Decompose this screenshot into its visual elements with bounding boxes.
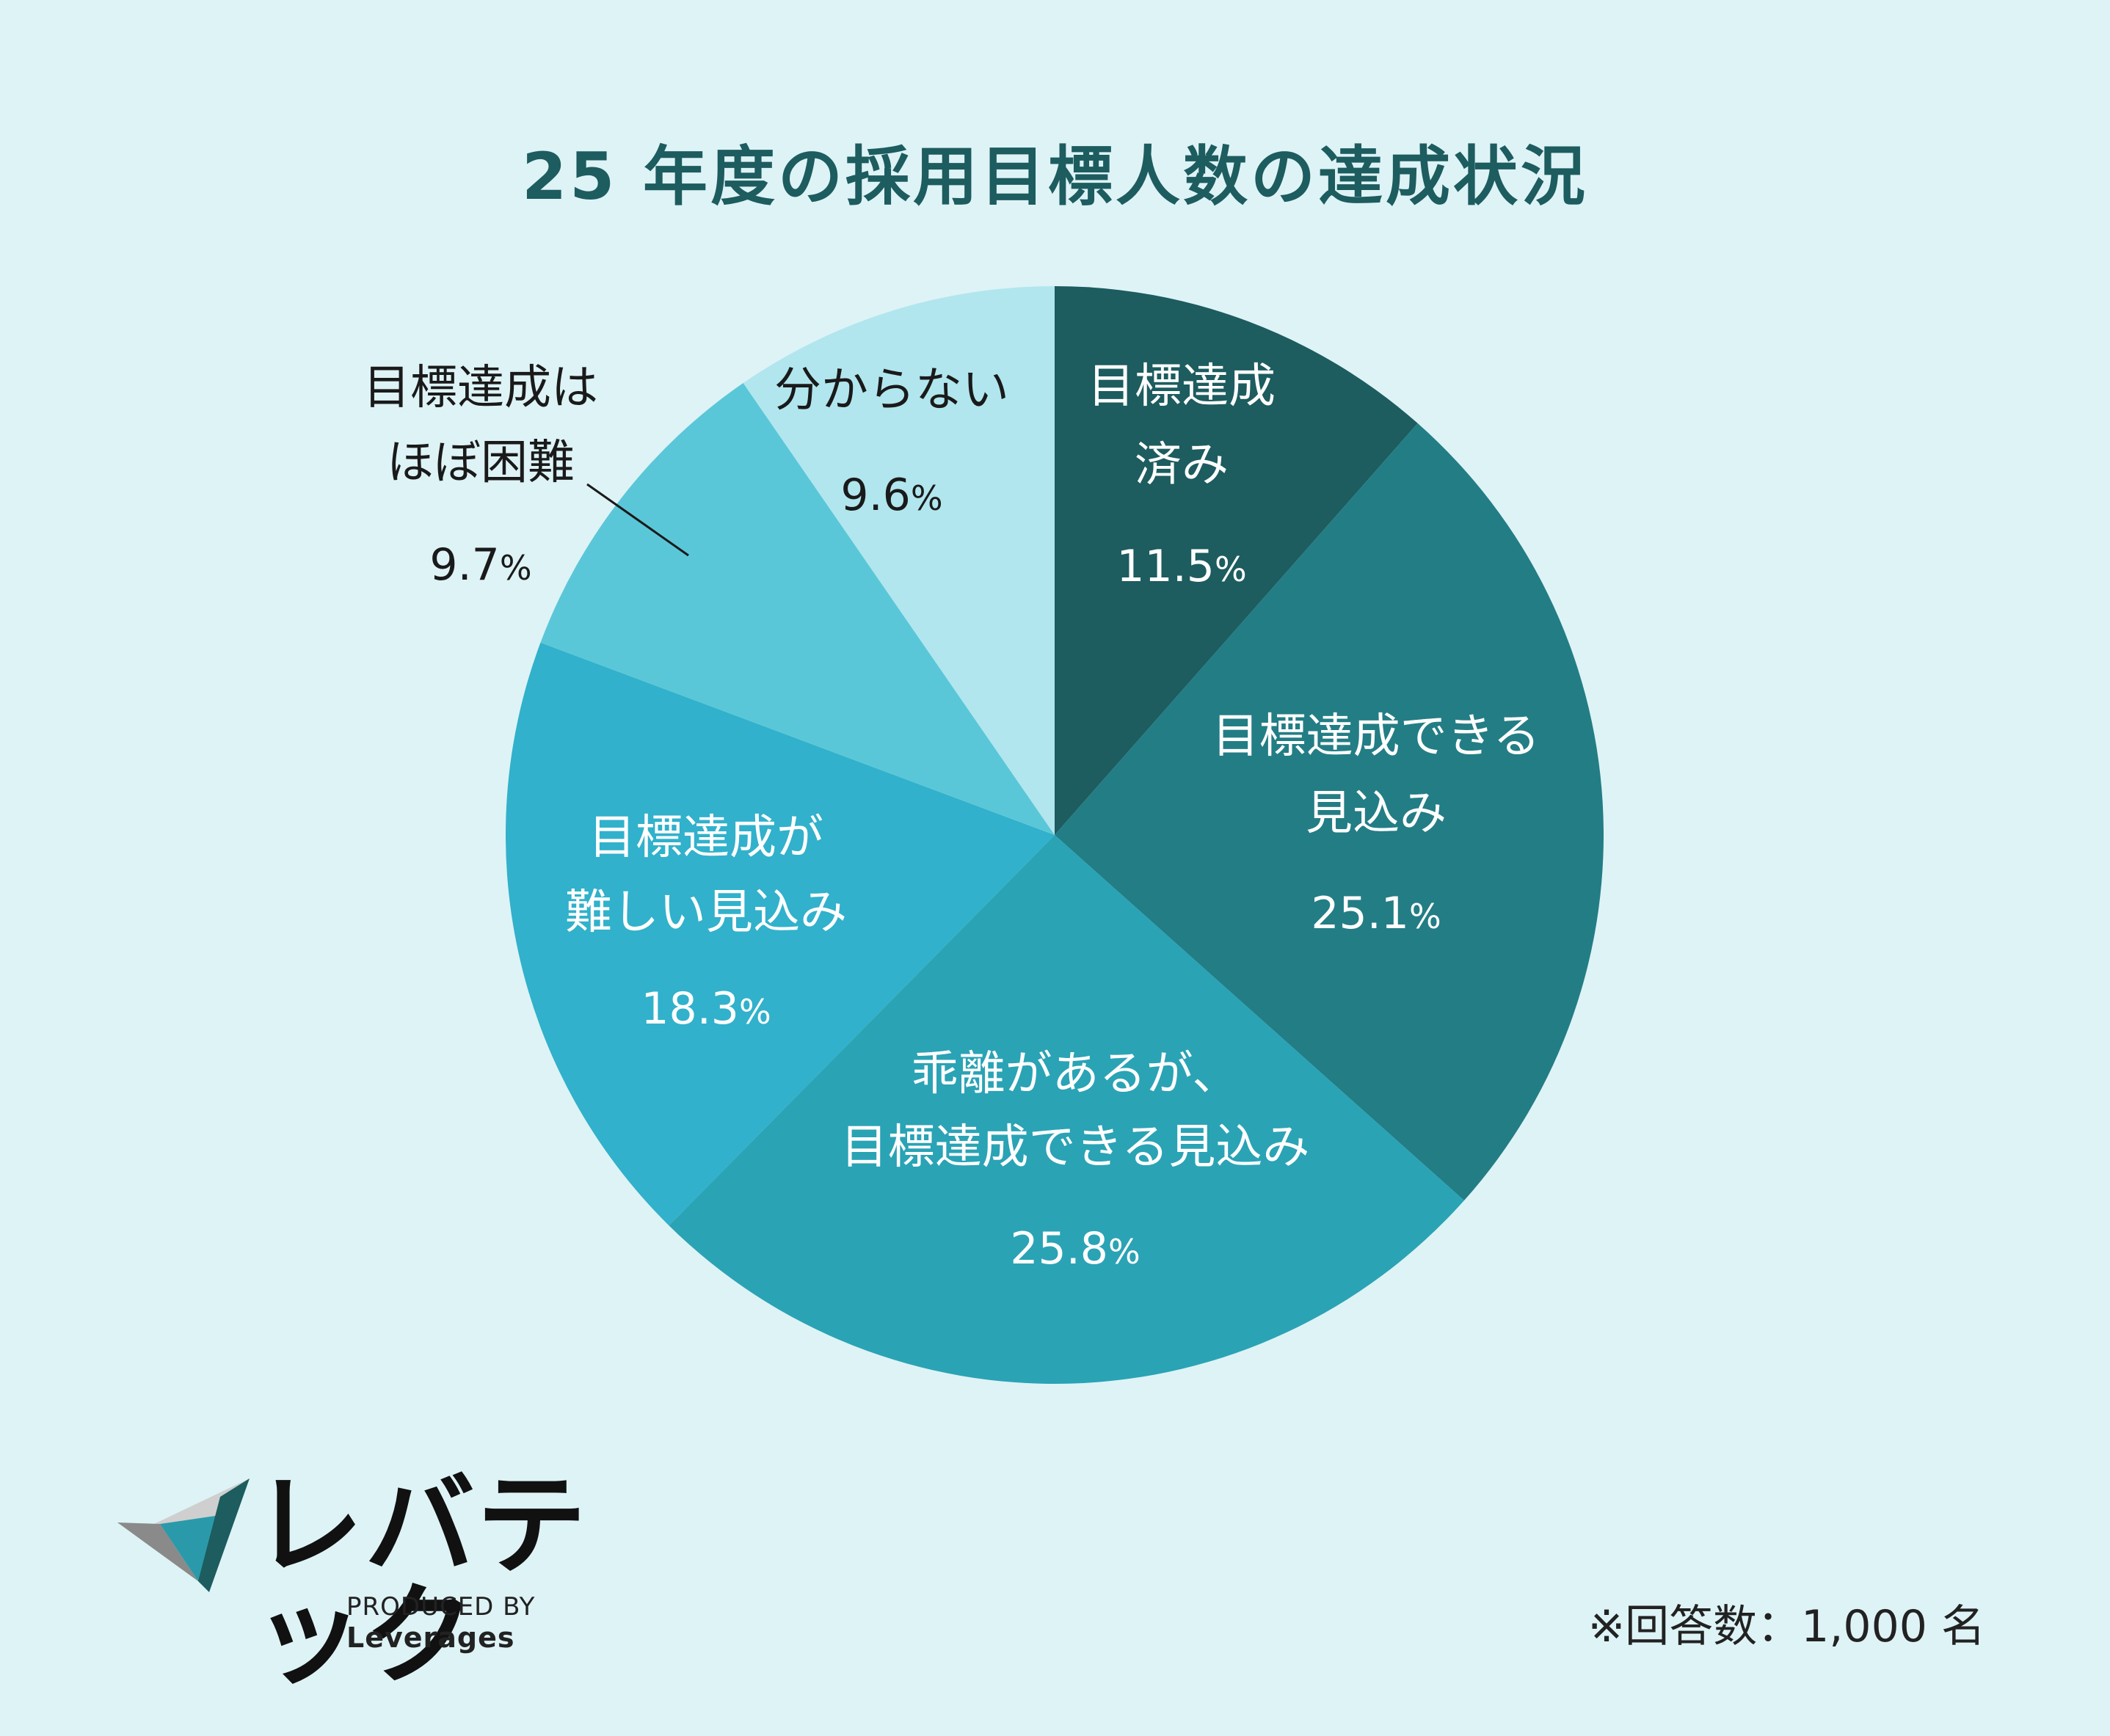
levtech-logo: レバテック PRODUCED BY Leverages (117, 1464, 690, 1691)
pie-slice (505, 642, 1055, 1226)
slice-label: 目標達成できる見込み (841, 1120, 1310, 1175)
logo-mark-grey (117, 1522, 198, 1581)
pie-slice (743, 286, 1055, 835)
leader-line (586, 483, 689, 557)
slice-value: 9.7% (429, 539, 531, 591)
slice-label: 乖離があるが、 (912, 1047, 1240, 1101)
pie-slice (669, 835, 1464, 1384)
slice-label: ほぼ困難 (387, 436, 575, 490)
slice-label: 分からない (774, 363, 1009, 417)
slice-label: 済み (1135, 438, 1229, 492)
slice-value: 11.5% (1116, 541, 1246, 592)
chart-title: 25 年度の採用目標人数の達成状況 (521, 139, 1589, 214)
slice-label: 目標達成が (589, 811, 823, 865)
slice-label: 見込み (1306, 787, 1447, 841)
pie-slice (1055, 286, 1418, 835)
slice-value: 9.6% (840, 470, 942, 521)
respondent-count-note: ※回答数：1,000 名 (1587, 1601, 1985, 1652)
slice-label: 目標達成は (363, 361, 598, 415)
pie-slice (540, 382, 1055, 835)
logo-wordmark: レバテック (253, 1462, 589, 1700)
slice-label: 難しい見込み (565, 886, 847, 940)
tagline-brand: Leverages (346, 1622, 515, 1654)
slice-value: 25.1% (1311, 888, 1441, 939)
logo-mark-dark (198, 1478, 250, 1592)
slice-label: 目標達成 (1088, 360, 1276, 414)
pie-slice (1055, 423, 1604, 1201)
tagline-prefix: PRODUCED BY (346, 1592, 536, 1622)
slice-value: 18.3% (641, 983, 771, 1035)
slice-label: 目標達成できる (1212, 710, 1540, 764)
slice-value: 25.8% (1010, 1223, 1140, 1274)
logo-tagline: PRODUCED BY Leverages (346, 1592, 690, 1654)
